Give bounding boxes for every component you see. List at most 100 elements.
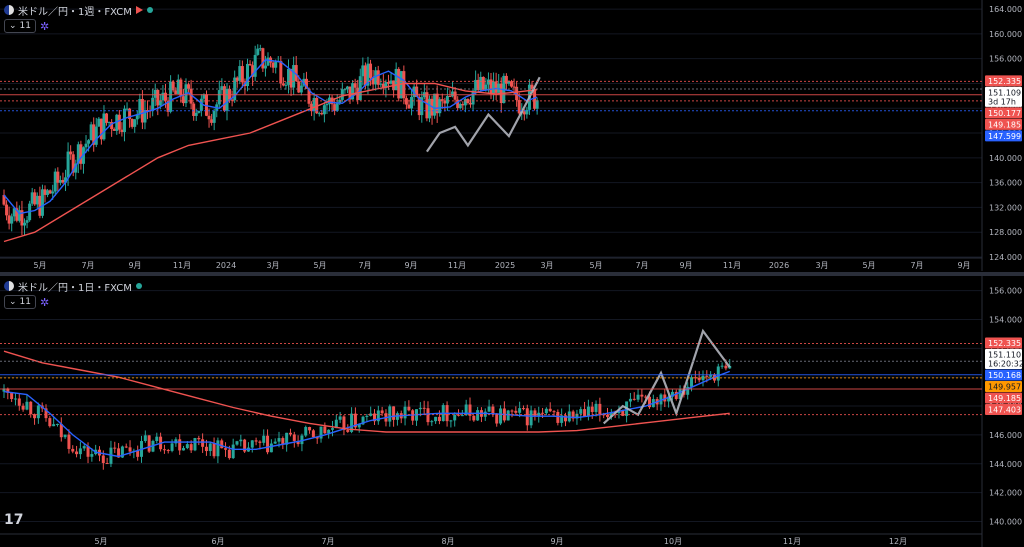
pane-divider[interactable]: [0, 272, 1024, 276]
candle-body: [514, 410, 518, 413]
candle-body: [537, 412, 541, 416]
candle-body: [397, 68, 401, 99]
candle-body: [338, 416, 342, 420]
tradingview-logo[interactable]: 17: [4, 512, 24, 528]
candle-body: [143, 435, 147, 442]
candle-body: [273, 441, 277, 444]
time-tick-label: 9月: [679, 261, 692, 270]
price-tick-label: 156.000: [989, 287, 1022, 296]
candle-body: [453, 91, 457, 100]
candle-body: [212, 443, 216, 457]
candle-body: [170, 443, 174, 451]
candle-body: [410, 96, 414, 109]
candle-body: [224, 448, 228, 450]
candle-body: [289, 68, 293, 88]
candle-body: [504, 75, 508, 84]
candle-body: [420, 97, 424, 116]
price-level-tag: [985, 118, 1022, 130]
candle-body: [602, 414, 606, 416]
candle-body: [315, 437, 319, 439]
candle-body: [174, 90, 178, 94]
candle-body: [238, 66, 242, 81]
candle-body: [235, 77, 239, 81]
candle-body: [243, 439, 247, 452]
candle-body: [345, 86, 349, 90]
candle-body: [210, 119, 214, 123]
candle-body: [430, 421, 434, 423]
weekly-chart-svg[interactable]: 164.000160.000156.000152.000148.000144.0…: [0, 0, 1024, 272]
gear-icon[interactable]: ✲: [40, 19, 50, 33]
time-tick-label: 5月: [589, 261, 602, 270]
candle-body: [176, 79, 180, 94]
candle-body: [107, 122, 111, 124]
price-level-tag: [985, 369, 1022, 381]
candle-body: [63, 434, 67, 438]
weekly-indicator-toggle[interactable]: ⌄ 11: [4, 19, 36, 33]
daily-indicator-toggle[interactable]: ⌄ 11: [4, 295, 36, 309]
candle-body: [422, 407, 426, 409]
candle-body: [437, 416, 441, 422]
candle-body: [235, 441, 239, 445]
candle-body: [292, 65, 296, 88]
candle-body: [690, 377, 694, 387]
candle-body: [701, 375, 705, 381]
candle-body: [64, 177, 68, 183]
candle-body: [443, 100, 447, 104]
daily-chart-pane[interactable]: 156.000154.000152.000150.000148.000146.0…: [0, 276, 1024, 547]
candle-body: [151, 97, 155, 111]
candle-body: [38, 195, 42, 216]
candle-body: [156, 89, 160, 106]
time-tick-label: 5月: [33, 261, 46, 270]
candle-body: [506, 410, 510, 421]
price-level-tag-label: 152.335: [988, 339, 1021, 348]
price-level-tag: [985, 392, 1022, 404]
candle-body: [227, 449, 231, 459]
time-tick-label: 2025: [495, 261, 515, 270]
candle-body: [494, 81, 498, 93]
candle-body: [166, 100, 170, 112]
market-status-icon: [135, 283, 142, 289]
candle-body: [476, 79, 480, 91]
flag-icon[interactable]: [135, 6, 143, 14]
candle-body: [425, 92, 429, 119]
weekly-chart-pane[interactable]: 164.000160.000156.000152.000148.000144.0…: [0, 0, 1024, 272]
candle-body: [92, 124, 96, 145]
candle-body: [102, 113, 106, 140]
candle-body: [113, 447, 117, 449]
price-tick-label: 160.000: [989, 30, 1022, 39]
candle-body: [239, 439, 243, 442]
chevron-down-icon: ⌄: [9, 21, 17, 31]
candle-body: [311, 430, 315, 438]
candle-body: [487, 406, 491, 412]
candle-body: [579, 409, 583, 414]
candle-body: [10, 216, 14, 224]
candle-body: [418, 407, 422, 410]
candle-body: [472, 415, 476, 421]
candle-body: [365, 415, 369, 417]
daily-chart-svg[interactable]: 156.000154.000152.000150.000148.000146.0…: [0, 276, 1024, 547]
candle-body: [61, 180, 65, 183]
candle-body: [58, 180, 62, 183]
candle-body: [146, 109, 150, 111]
weekly-indicator-count: 11: [19, 21, 31, 31]
currency-flag-icon: [4, 5, 14, 15]
candle-body: [163, 92, 167, 101]
candle-body: [193, 438, 197, 451]
candle-body: [71, 154, 75, 173]
gear-icon[interactable]: ✲: [40, 295, 50, 309]
candle-body: [230, 99, 234, 101]
price-level-tag-label: 147.403: [988, 406, 1021, 415]
candle-body: [6, 388, 10, 393]
countdown-label: 16:20:32: [988, 360, 1024, 369]
candle-body: [256, 48, 260, 55]
candle-body: [112, 129, 116, 131]
candle-body: [403, 406, 407, 419]
candle-body: [552, 411, 556, 413]
candle-body: [69, 151, 73, 155]
candle-body: [567, 411, 571, 422]
candle-body: [261, 48, 265, 69]
candle-body: [491, 406, 495, 414]
candle-body: [621, 410, 625, 416]
price-tick-label: 142.000: [989, 489, 1022, 498]
candle-body: [197, 110, 201, 113]
